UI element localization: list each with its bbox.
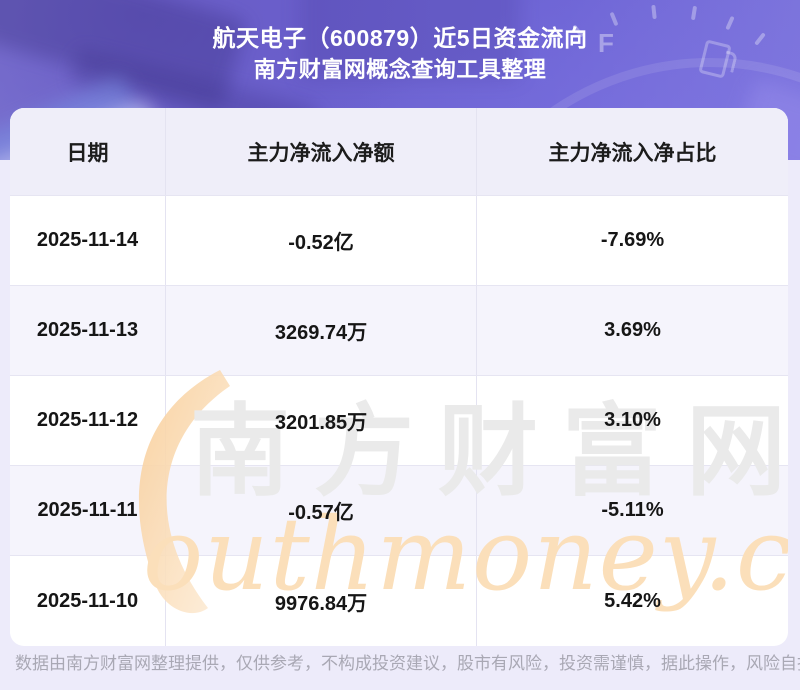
date-cell: 2025-11-10	[10, 556, 166, 646]
gauge-tick-icon	[651, 4, 657, 20]
table-row: 2025-11-10 9976.84万 5.42%	[10, 556, 788, 646]
column-header-net-inflow: 主力净流入净额	[166, 108, 477, 195]
page-subtitle: 南方财富网概念查询工具整理	[253, 57, 547, 82]
table-row: 2025-11-14 -0.52亿 -7.69%	[10, 196, 788, 286]
header-decoration-blob	[300, 0, 520, 80]
net-inflow-cell: 3201.85万	[166, 376, 477, 465]
fund-flow-table: 南方财富网 outhmoney.com 日期 主力净流入净额 主力净流入净占比 …	[10, 108, 788, 646]
table-row: 2025-11-13 3269.74万 3.69%	[10, 286, 788, 376]
net-inflow-pct-cell: -5.11%	[601, 499, 664, 521]
table-row: 2025-11-12 3201.85万 3.10%	[10, 376, 788, 466]
table-row: 2025-11-11 -0.57亿 -5.11%	[10, 466, 788, 556]
date-cell: 2025-11-12	[10, 376, 166, 465]
net-inflow-cell: -0.57亿	[166, 466, 477, 555]
header-titles: 航天电子（600879）近5日资金流向 南方财富网概念查询工具整理	[0, 22, 800, 85]
disclaimer-text: 数据由南方财富网整理提供，仅供参考，不构成投资建议，股市有风险，投资需谨慎，据此…	[15, 654, 800, 673]
net-inflow-cell: -0.52亿	[166, 196, 477, 285]
page-title: 航天电子（600879）近5日资金流向	[212, 25, 588, 51]
net-inflow-pct-cell: -7.69%	[600, 229, 665, 251]
gauge-tick-icon	[690, 5, 698, 21]
net-inflow-cell: 3269.74万	[166, 286, 477, 375]
net-inflow-pct-cell: 5.42%	[604, 589, 661, 612]
net-inflow-pct-cell: 3.10%	[604, 409, 661, 431]
date-cell: 2025-11-14	[10, 196, 166, 285]
date-cell: 2025-11-11	[10, 466, 166, 555]
net-inflow-cell: 9976.84万	[166, 556, 477, 646]
date-cell: 2025-11-13	[10, 286, 166, 375]
table-header-row: 日期 主力净流入净额 主力净流入净占比	[10, 108, 788, 196]
net-inflow-pct-cell: 3.69%	[604, 319, 661, 341]
gauge-full-mark: F	[598, 28, 614, 58]
column-header-net-inflow-pct: 主力净流入净占比	[548, 141, 717, 165]
column-header-date: 日期	[10, 108, 166, 195]
